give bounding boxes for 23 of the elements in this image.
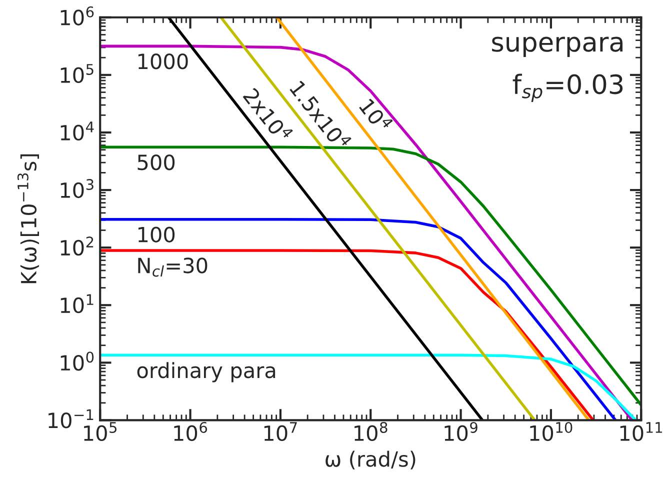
series-label: 1000 xyxy=(138,53,188,70)
y-tick-label: 10$^{0}$ xyxy=(60,352,94,371)
x-tick-label: 10$^{9}$ xyxy=(444,422,478,442)
x-tick-label: 10$^{10}$ xyxy=(530,422,572,442)
y-axis-title: K(ω)[10$^{−13}$s] xyxy=(17,154,39,284)
series-label: ordinary para xyxy=(137,362,276,382)
y-tick-label: 10$^{4}$ xyxy=(60,122,94,141)
y-tick-label: 10$^{2}$ xyxy=(60,236,94,256)
series-label: N$_{cl}$=30 xyxy=(138,258,208,277)
y-tick-label: 10$^{3}$ xyxy=(60,178,94,198)
x-tick-label: 10$^{6}$ xyxy=(174,422,208,442)
x-tick-label: 10$^{8}$ xyxy=(354,422,388,442)
x-axis-title: ω (rad/s) xyxy=(326,450,416,470)
x-tick-label: 10$^{7}$ xyxy=(264,422,297,442)
series-label: 100 xyxy=(138,226,175,242)
text: 10$^{4}$ xyxy=(358,96,394,134)
y-tick-label: 10$^{5}$ xyxy=(60,64,94,84)
x-tick-label: 10$^{11}$ xyxy=(620,422,662,442)
annotation: superpara xyxy=(492,36,622,58)
y-tick-label: 10$^{6}$ xyxy=(60,6,94,26)
y-tick-label: 10$^{1}$ xyxy=(60,294,94,314)
annotation: f$_{sp}$=0.03 xyxy=(512,74,623,102)
series-label: 500 xyxy=(138,154,175,170)
